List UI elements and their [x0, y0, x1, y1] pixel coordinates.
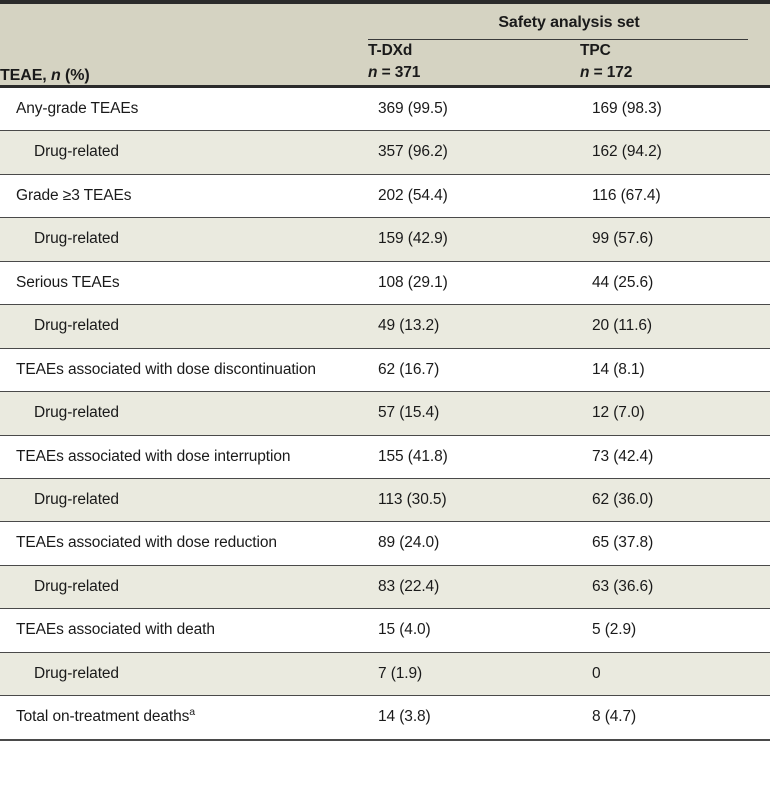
table-row: Drug-related 57 (15.4) 12 (7.0) [0, 391, 770, 436]
row-label-cell: TEAEs associated with dose reduction [0, 521, 368, 566]
group-header-cell: Safety analysis set [368, 4, 770, 40]
table-row: Grade ≥3 TEAEs 202 (54.4) 116 (67.4) [0, 174, 770, 219]
table-row: Drug-related 113 (30.5) 62 (36.0) [0, 478, 770, 523]
header-bottom-rule [0, 84, 770, 88]
header-rule-segment [580, 84, 770, 88]
cell-tdxd-value: 14 (3.8) [368, 695, 580, 741]
header-sub-row: T-DXd n = 371 TPC n = 172 [0, 40, 770, 85]
cell-tpc-value: 62 (36.0) [580, 478, 770, 523]
table-row: TEAEs associated with death 15 (4.0) 5 (2.… [0, 608, 770, 653]
cell-tpc-value: 99 (57.6) [580, 217, 770, 262]
cell-tpc-value: 8 (4.7) [580, 695, 770, 741]
row-label-cell: TEAEs associated with dose interruption [0, 435, 368, 480]
stub-header-prefix: TEAE, [0, 66, 51, 84]
row-label-cell: Drug-related [0, 478, 368, 523]
cell-tpc-value: 73 (42.4) [580, 435, 770, 480]
table-row: Drug-related 159 (42.9) 99 (57.6) [0, 217, 770, 262]
cell-tdxd-value: 159 (42.9) [368, 217, 580, 262]
table-row: Drug-related 357 (96.2) 162 (94.2) [0, 130, 770, 175]
cell-tdxd-value: 62 (16.7) [368, 348, 580, 393]
column-header-tpc-n: n = 172 [580, 62, 770, 84]
cell-tdxd-value: 202 (54.4) [368, 174, 580, 219]
cell-tpc-value: 20 (11.6) [580, 304, 770, 349]
column-header-tpc-name: TPC [580, 42, 611, 59]
cell-tpc-value: 0 [580, 652, 770, 697]
cell-tdxd-value: 7 (1.9) [368, 652, 580, 697]
stub-header-cell: TEAE, n (%) [0, 4, 368, 85]
teae-safety-table: TEAE, n (%) Safety analysis set T-DXd n … [0, 4, 770, 741]
column-header-tdxd: T-DXd n = 371 [368, 40, 580, 85]
column-header-tpc: TPC n = 172 [580, 40, 770, 85]
cell-tpc-value: 63 (36.6) [580, 565, 770, 610]
header-rule-segment [0, 84, 368, 88]
table-row: TEAEs associated with dose discontinuati… [0, 348, 770, 393]
table-row: Drug-related 83 (22.4) 63 (36.6) [0, 565, 770, 610]
column-header-tdxd-n: n = 371 [368, 62, 580, 84]
cell-tpc-value: 44 (25.6) [580, 261, 770, 306]
row-label-cell: Drug-related [0, 391, 368, 436]
cell-tpc-value: 162 (94.2) [580, 130, 770, 175]
cell-tpc-value: 12 (7.0) [580, 391, 770, 436]
group-header-rule [368, 39, 749, 40]
table-row: Serious TEAEs 108 (29.1) 44 (25.6) [0, 261, 770, 306]
stub-header-suffix: (%) [60, 66, 90, 84]
cell-tdxd-value: 108 (29.1) [368, 261, 580, 306]
cell-tpc-value: 5 (2.9) [580, 608, 770, 653]
cell-tdxd-value: 155 (41.8) [368, 435, 580, 480]
table-row: Any-grade TEAEs 369 (99.5) 169 (98.3) [0, 87, 770, 132]
row-label-cell: Total on-treatment deathsa [0, 695, 368, 741]
table-header: TEAE, n (%) Safety analysis set T-DXd n … [0, 4, 770, 88]
row-label-cell: TEAEs associated with dose discontinuati… [0, 348, 368, 393]
cell-tdxd-value: 15 (4.0) [368, 608, 580, 653]
cell-tdxd-value: 357 (96.2) [368, 130, 580, 175]
row-label-cell: TEAEs associated with death [0, 608, 368, 653]
cell-tpc-value: 169 (98.3) [580, 87, 770, 132]
row-label-cell: Drug-related [0, 565, 368, 610]
table-top-rule [0, 0, 770, 4]
teae-safety-table-container: TEAE, n (%) Safety analysis set T-DXd n … [0, 0, 770, 741]
row-label-cell: Any-grade TEAEs [0, 87, 368, 132]
cell-tdxd-value: 49 (13.2) [368, 304, 580, 349]
column-header-tdxd-n-symbol: n [368, 64, 378, 82]
row-label-cell: Drug-related [0, 217, 368, 262]
cell-tpc-value: 14 (8.1) [580, 348, 770, 393]
row-label-cell: Drug-related [0, 130, 368, 175]
table-row: Drug-related 7 (1.9) 0 [0, 652, 770, 697]
row-label-cell: Drug-related [0, 652, 368, 697]
cell-tpc-value: 65 (37.8) [580, 521, 770, 566]
row-label-cell: Drug-related [0, 304, 368, 349]
stub-header-italic-n: n [50, 66, 61, 84]
table-row: TEAEs associated with dose reduction 89 (… [0, 521, 770, 566]
column-header-tpc-n-symbol: n [580, 64, 590, 82]
cell-tpc-value: 116 (67.4) [580, 174, 770, 219]
cell-tdxd-value: 113 (30.5) [368, 478, 580, 523]
row-label-cell: Grade ≥3 TEAEs [0, 174, 368, 219]
cell-tdxd-value: 57 (15.4) [368, 391, 580, 436]
footnote-marker: a [189, 706, 196, 719]
header-group-row: TEAE, n (%) Safety analysis set [0, 4, 770, 85]
column-header-tpc-n-value: = 172 [589, 64, 633, 82]
table-row: Drug-related 49 (13.2) 20 (11.6) [0, 304, 770, 349]
cell-tdxd-value: 83 (22.4) [368, 565, 580, 610]
group-header-label: Safety analysis set [498, 14, 640, 31]
cell-tdxd-value: 89 (24.0) [368, 521, 580, 566]
column-header-tdxd-n-value: = 371 [377, 64, 421, 82]
table-body: Any-grade TEAEs 369 (99.5) 169 (98.3) Drug-… [0, 87, 770, 741]
table-row: Total on-treatment deathsa 14 (3.8) 8 (4.7… [0, 695, 770, 741]
cell-tdxd-value: 369 (99.5) [368, 87, 580, 132]
table-row: TEAEs associated with dose interruption 1… [0, 435, 770, 480]
header-rule-segment [368, 84, 580, 88]
column-header-tdxd-name: T-DXd [368, 42, 413, 59]
row-label-cell: Serious TEAEs [0, 261, 368, 306]
